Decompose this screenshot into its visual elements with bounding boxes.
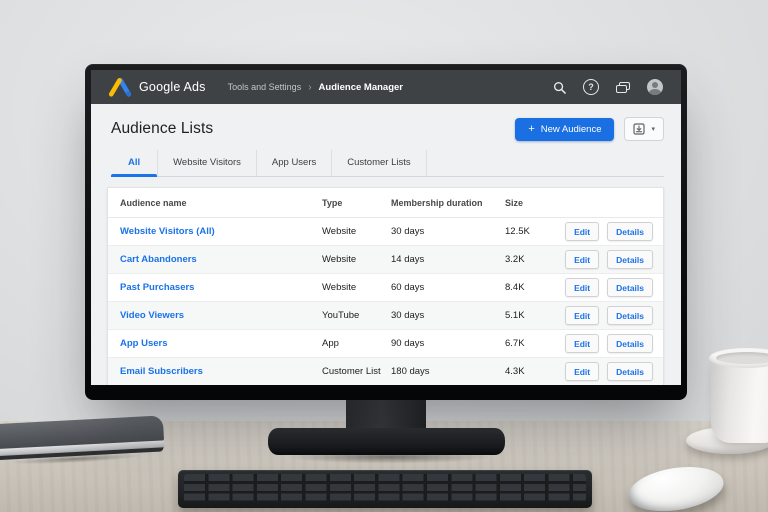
row-actions: Edit Details [565,306,653,325]
row-actions: Edit Details [565,334,653,353]
table-row: Past Purchasers Website 60 days 8.4K Edit Det… [108,274,663,302]
audience-type: App [322,338,339,349]
membership-duration: 14 days [391,254,425,265]
membership-duration: 30 days [391,310,425,321]
audience-name-link[interactable]: App Users [120,338,168,349]
audience-type: Customer List [322,366,381,377]
row-actions: Edit Details [565,250,653,269]
audience-size: 3.2K [505,254,525,265]
accounts-windows-icon[interactable] [616,81,630,93]
download-icon [633,123,646,135]
details-button[interactable]: Details [607,334,653,353]
export-button[interactable]: ▾ [624,117,664,141]
google-ads-logo-icon [109,77,131,97]
keyboard [178,470,592,508]
details-button[interactable]: Details [607,222,653,241]
row-actions: Edit Details [565,362,653,381]
column-type: Type [322,197,343,208]
table-row: Cart Abandoners Website 14 days 3.2K Edit Det… [108,246,663,274]
chevron-down-icon: ▾ [651,126,655,133]
audience-size: 6.7K [505,338,525,349]
monitor-stand-base [268,428,505,455]
appbar-icons: ? [553,79,663,95]
monitor: Google Ads Tools and Settings › Audience… [85,64,687,400]
screen: Google Ads Tools and Settings › Audience… [91,70,681,385]
table-row: Video Viewers YouTube 30 days 5.1K Edit Detai… [108,302,663,330]
audience-size: 4.3K [505,366,525,377]
header-actions: + New Audience ▾ [515,117,664,141]
new-audience-button[interactable]: + New Audience [515,117,615,141]
audience-type: Website [322,282,357,293]
tab-customer-lists[interactable]: Customer Lists [332,150,427,176]
breadcrumb-tools-settings[interactable]: Tools and Settings [227,82,302,92]
edit-button[interactable]: Edit [565,250,600,269]
tab-website-visitors[interactable]: Website Visitors [158,150,257,176]
audience-size: 8.4K [505,282,525,293]
audience-type: YouTube [322,310,360,321]
plus-icon: + [528,122,535,135]
edit-button[interactable]: Edit [565,278,600,297]
audience-name-link[interactable]: Video Viewers [120,310,185,321]
edit-button[interactable]: Edit [565,306,600,325]
audience-name-link[interactable]: Website Visitors (All) [120,226,215,237]
table-row: App Users App 90 days 6.7K Edit Details [108,330,663,358]
coffee-mug [709,348,768,443]
membership-duration: 90 days [391,338,425,349]
page-title: Audience Lists [111,120,214,137]
appbar: Google Ads Tools and Settings › Audience… [91,70,681,104]
row-actions: Edit Details [565,222,653,241]
tab-all[interactable]: All [111,150,159,177]
edit-button[interactable]: Edit [565,334,600,353]
audience-type: Website [322,254,357,265]
table-row: Email Subscribers Customer List 180 days 4.… [108,358,663,385]
membership-duration: 60 days [391,282,425,293]
tab-app-users[interactable]: App Users [257,150,333,176]
breadcrumb: Tools and Settings › Audience Manager [228,82,403,93]
edit-button[interactable]: Edit [565,222,600,241]
tab-bar: All Website Visitors App Users Customer Lis… [111,150,664,177]
audience-size: 5.1K [505,310,525,321]
table-body: Website Visitors (All) Website 30 days 12.5… [108,218,663,385]
table-header-row: Audience name Type Membership duration S… [108,188,663,218]
edit-button[interactable]: Edit [565,362,600,381]
new-audience-label: New Audience [540,123,602,135]
audience-type: Website [322,226,357,237]
page-header: Audience Lists + New Audience ▾ [91,104,681,150]
audience-name-link[interactable]: Email Subscribers [120,366,203,377]
membership-duration: 30 days [391,226,425,237]
help-icon[interactable]: ? [583,79,599,95]
keyboard-keys [184,474,586,503]
details-button[interactable]: Details [607,362,653,381]
details-button[interactable]: Details [607,278,653,297]
table-row: Website Visitors (All) Website 30 days 12.5… [108,218,663,246]
breadcrumb-audience-manager: Audience Manager [318,81,403,93]
column-audience-name: Audience name [120,197,187,208]
search-icon[interactable] [553,81,566,94]
details-button[interactable]: Details [607,306,653,325]
brand-title: Google Ads [139,80,206,94]
chevron-right-icon: › [308,81,312,93]
audience-size: 12.5K [505,226,530,237]
avatar[interactable] [647,79,663,95]
details-button[interactable]: Details [607,250,653,269]
audience-name-link[interactable]: Cart Abandoners [120,254,197,265]
row-actions: Edit Details [565,278,653,297]
audience-table: Audience name Type Membership duration S… [107,187,664,385]
audience-name-link[interactable]: Past Purchasers [120,282,195,293]
membership-duration: 180 days [391,366,430,377]
column-membership-duration: Membership duration [391,197,483,208]
column-size: Size [505,197,524,208]
